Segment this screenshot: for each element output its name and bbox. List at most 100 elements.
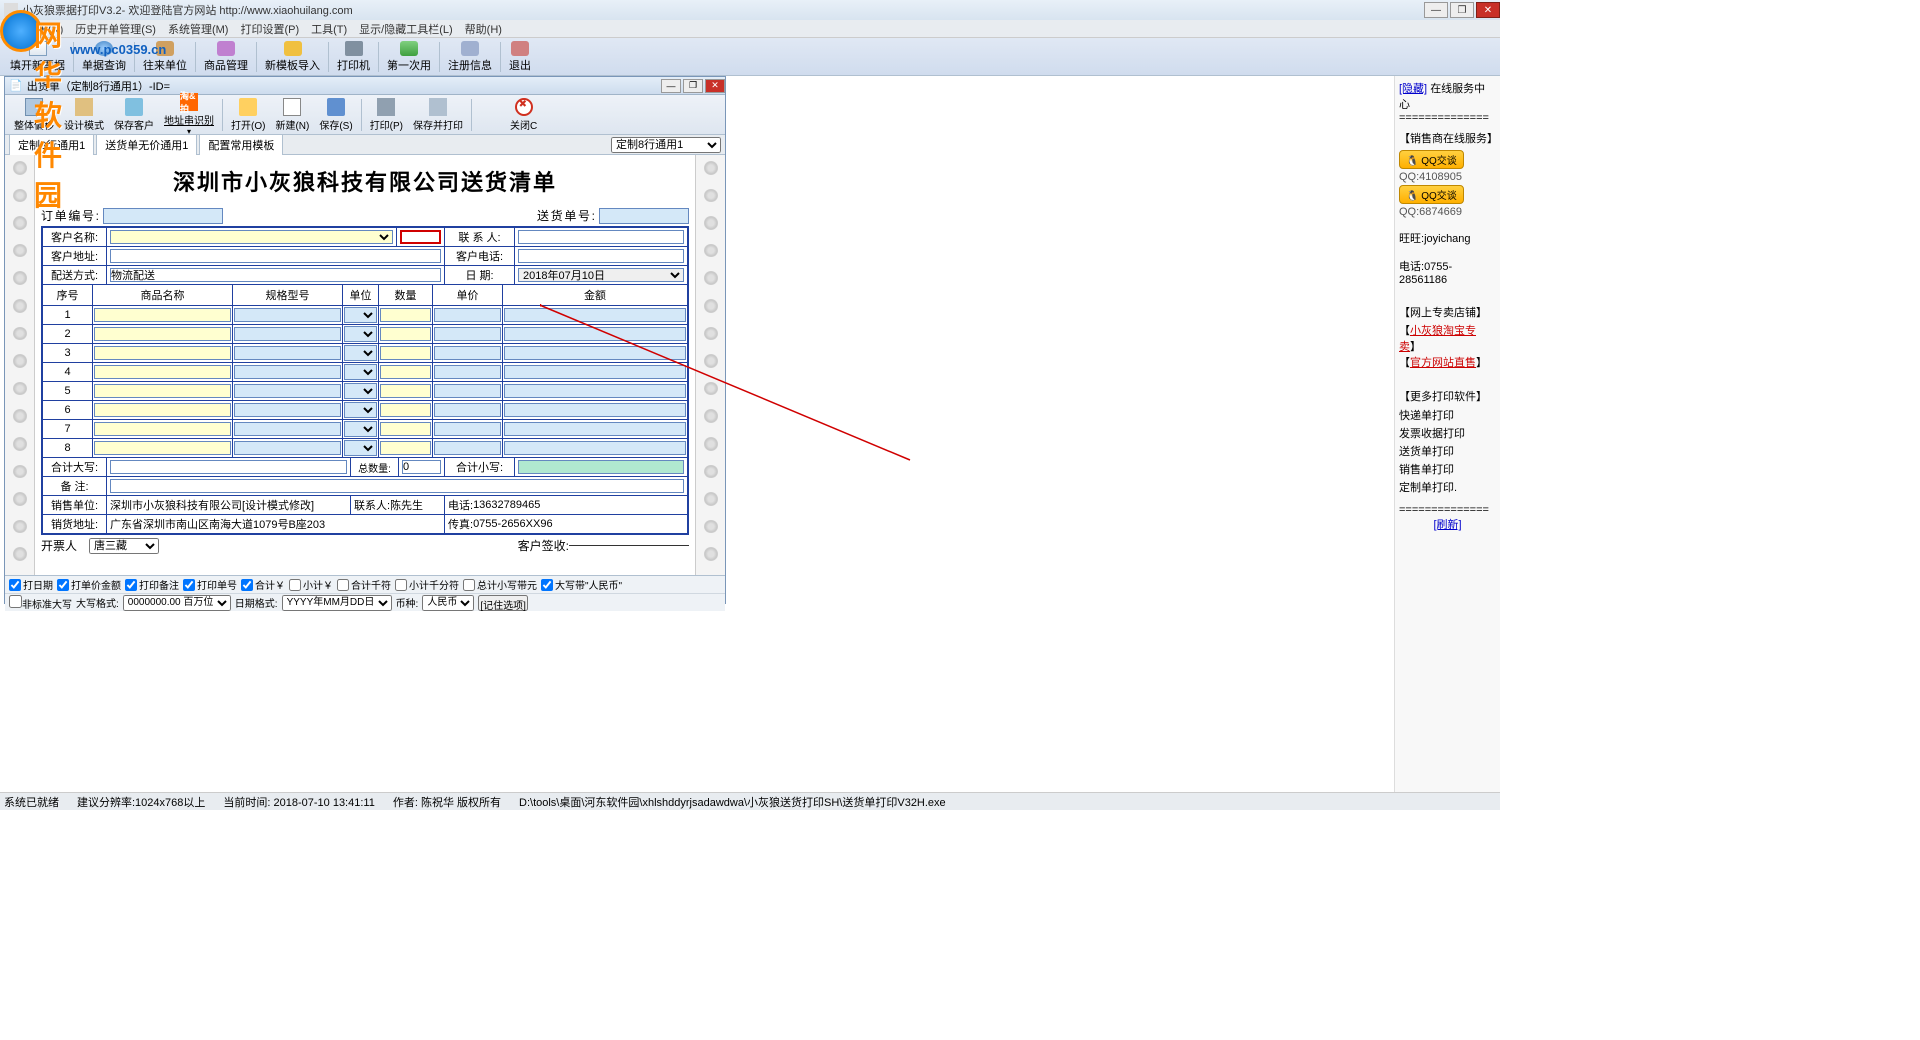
- opt-打日期[interactable]: [9, 579, 21, 591]
- close-button[interactable]: ✕: [1476, 2, 1500, 18]
- child-maximize[interactable]: ❐: [683, 79, 703, 93]
- refresh-link[interactable]: [刷新]: [1399, 516, 1496, 532]
- opt-合计￥[interactable]: [241, 579, 253, 591]
- customer-name-select[interactable]: [110, 230, 393, 244]
- child-minimize[interactable]: —: [661, 79, 681, 93]
- sale-unit-label: 销售单位:: [43, 496, 107, 514]
- currency-select[interactable]: 人民币: [422, 595, 474, 611]
- right-panel: [隐藏] 在线服务中心 ============== 【销售商在线服务】 🐧 Q…: [1394, 76, 1500, 792]
- more-item[interactable]: 送货单打印: [1399, 442, 1496, 460]
- child-tb-1[interactable]: 设计模式: [59, 95, 109, 135]
- customer-code-input[interactable]: [400, 230, 441, 244]
- toolbar-往来单位[interactable]: 往来单位: [137, 39, 193, 75]
- menu-tools[interactable]: 工具(T): [311, 21, 347, 37]
- opt-总计小写带元[interactable]: [463, 579, 475, 591]
- grid-row-6: 6: [43, 401, 687, 420]
- invoice-title: 深圳市小灰狼科技有限公司送货清单: [41, 159, 689, 207]
- opt-小计￥[interactable]: [289, 579, 301, 591]
- sign-label: 客户签收:: [518, 537, 569, 554]
- shop-link-2[interactable]: 官方网站直售: [1410, 357, 1476, 369]
- remember-button[interactable]: [记住选项]: [478, 595, 528, 611]
- nonstd-checkbox[interactable]: [9, 595, 22, 608]
- punch-right: [695, 155, 725, 575]
- grid-row-8: 8: [43, 439, 687, 458]
- total-cn-input[interactable]: [110, 460, 347, 474]
- sale-addr-label: 销货地址:: [43, 515, 107, 533]
- invoice-area: 深圳市小灰狼科技有限公司送货清单 订单编号: 送货单号: 客户名称: 联 系 人…: [5, 155, 725, 575]
- toolbar-退出[interactable]: 退出: [503, 39, 537, 75]
- toolbar-打印机[interactable]: 打印机: [331, 39, 376, 75]
- grid-header: 序号商品名称规格型号单位数量单价金额: [43, 285, 687, 306]
- minimize-button[interactable]: —: [1424, 2, 1448, 18]
- child-tb-0[interactable]: 整体偏移: [9, 95, 59, 135]
- child-tb-5[interactable]: 新建(N): [270, 95, 314, 135]
- child-tb-9[interactable]: 关闭C: [505, 95, 542, 135]
- total-num-label: 合计小写:: [445, 458, 515, 476]
- total-num-input[interactable]: [518, 460, 684, 474]
- template-select[interactable]: 定制8行通用1: [611, 137, 721, 153]
- toolbar-注册信息[interactable]: 注册信息: [442, 39, 498, 75]
- child-tb-2[interactable]: 保存客户: [109, 95, 159, 135]
- drawer-select[interactable]: 唐三藏: [89, 538, 159, 554]
- drawer-label: 开票人: [41, 537, 89, 554]
- options-row2: 非标准大写 大写格式: 0000000.00 百万位 日期格式: YYYY年MM…: [5, 593, 725, 611]
- child-tb-6[interactable]: 保存(S): [314, 95, 357, 135]
- menubar: 新建开单(N) 历史开单管理(S) 系统管理(M) 打印设置(P) 工具(T) …: [0, 20, 1500, 38]
- toolbar-填开新票据[interactable]: 填开新票据: [4, 39, 71, 75]
- qq-button-2[interactable]: 🐧 QQ交谈: [1399, 185, 1464, 204]
- total-qty-input[interactable]: [402, 460, 441, 474]
- date-label: 日 期:: [445, 266, 515, 284]
- toolbar-商品管理[interactable]: 商品管理: [198, 39, 254, 75]
- customer-addr-input[interactable]: [110, 249, 441, 263]
- child-tb-3[interactable]: 淘&拍地址串识别▾: [159, 90, 219, 139]
- main-toolbar: 填开新票据单据查询往来单位商品管理新模板导入打印机第一次用注册信息退出: [0, 38, 1500, 76]
- toolbar-第一次用[interactable]: 第一次用: [381, 39, 437, 75]
- delivery-no-input[interactable]: [599, 208, 689, 224]
- status-path: D:\tools\桌面\河东软件园\xhlshddyrjsadawdwa\小灰狼…: [519, 794, 946, 810]
- date-format-select[interactable]: YYYY年MM月DD日: [282, 595, 392, 611]
- format-select[interactable]: 0000000.00 百万位: [123, 595, 231, 611]
- customer-tel-input[interactable]: [518, 249, 684, 263]
- sale-addr-value: 广东省深圳市南山区南海大道1079号B座203: [107, 515, 445, 533]
- app-title: 小灰狼票据打印V3.2- 欢迎登陆官方网站 http://www.xiaohui…: [22, 2, 353, 18]
- qq-button-1[interactable]: 🐧 QQ交谈: [1399, 150, 1464, 169]
- toolbar-单据查询[interactable]: 单据查询: [76, 39, 132, 75]
- status-ready: 系统已就绪: [4, 794, 59, 810]
- opt-打单价金额[interactable]: [57, 579, 69, 591]
- more-item[interactable]: 定制单打印.: [1399, 478, 1496, 496]
- child-close[interactable]: ✕: [705, 79, 725, 93]
- hide-link[interactable]: [隐藏]: [1399, 83, 1427, 95]
- remark-input[interactable]: [110, 479, 684, 493]
- date-select[interactable]: 2018年07月10日: [518, 268, 684, 282]
- menu-help: 帮助(H): [465, 21, 502, 37]
- more-item[interactable]: 发票收据打印: [1399, 424, 1496, 442]
- child-tb-7[interactable]: 打印(P): [365, 95, 408, 135]
- menu-system[interactable]: 系统管理(M): [168, 21, 229, 37]
- delivery-method-input[interactable]: [110, 268, 441, 282]
- invoice-table: 客户名称: 联 系 人: 客户地址: 客户电话: 配送方式:: [41, 226, 689, 535]
- maximize-button[interactable]: ❐: [1450, 2, 1474, 18]
- contact-input[interactable]: [518, 230, 684, 244]
- child-tb-4[interactable]: 打开(O): [226, 95, 270, 135]
- tab-2[interactable]: 送货单无价通用1: [96, 134, 197, 156]
- menu-toolbar[interactable]: 显示/隐藏工具栏(L): [359, 21, 453, 37]
- shop-link-1[interactable]: 小灰狼淘宝专卖: [1399, 325, 1476, 353]
- more-item[interactable]: 销售单打印: [1399, 460, 1496, 478]
- toolbar-新模板导入[interactable]: 新模板导入: [259, 39, 326, 75]
- menu-print-settings[interactable]: 打印设置(P): [240, 21, 299, 37]
- menu-history[interactable]: 历史开单管理(S): [75, 21, 156, 37]
- menu-new[interactable]: 新建开单(N): [4, 21, 63, 37]
- tab-1[interactable]: 定制8行通用1: [9, 134, 94, 156]
- more-item[interactable]: 快递单打印: [1399, 406, 1496, 424]
- order-no-label: 订单编号:: [41, 207, 103, 224]
- order-no-input[interactable]: [103, 208, 223, 224]
- opt-大写带"人民币"[interactable]: [541, 579, 553, 591]
- sale-unit-value: 深圳市小灰狼科技有限公司[设计模式修改]: [107, 496, 351, 514]
- opt-打印单号[interactable]: [183, 579, 195, 591]
- opt-小计千分符[interactable]: [395, 579, 407, 591]
- grid-row-2: 2: [43, 325, 687, 344]
- child-tb-8[interactable]: 保存并打印: [408, 95, 468, 135]
- opt-打印备注[interactable]: [125, 579, 137, 591]
- opt-合计千符[interactable]: [337, 579, 349, 591]
- tab-3[interactable]: 配置常用模板: [199, 134, 283, 156]
